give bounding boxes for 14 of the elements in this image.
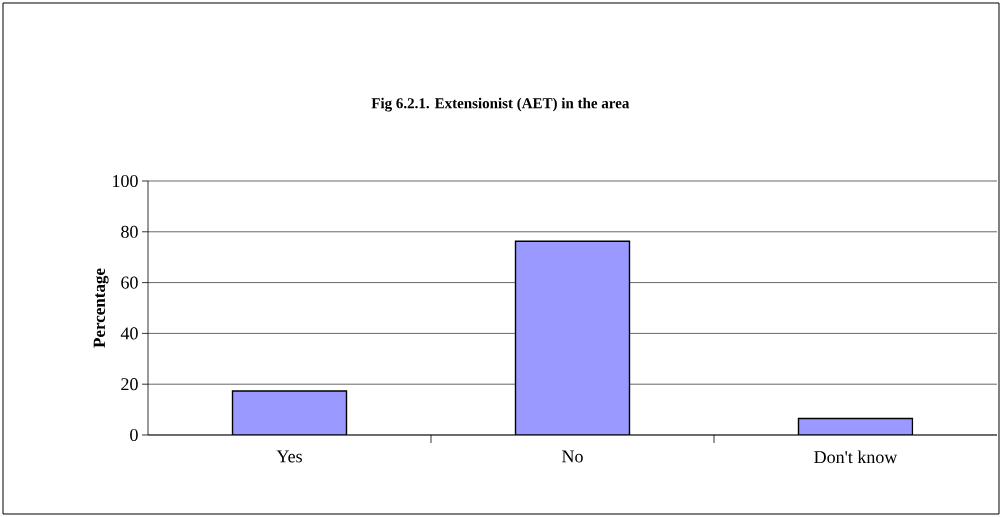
- y-axis-title: Percentage: [93, 268, 109, 348]
- y-tick-label: 60: [121, 276, 138, 289]
- x-tick-label: Yes: [276, 450, 302, 463]
- bar: [514, 240, 631, 435]
- y-tick-label: 100: [113, 174, 138, 188]
- y-tick-label: 20: [121, 378, 138, 391]
- x-tick-label: No: [562, 450, 583, 463]
- y-tick-label: 0: [130, 428, 138, 442]
- y-tick-label: 40: [120, 327, 138, 340]
- y-tick-label: 80: [121, 225, 138, 238]
- bar: [231, 390, 348, 435]
- bar: [797, 417, 914, 435]
- chart-title: Fig 6.2.1. Extensionist (AET) in the area: [371, 97, 630, 112]
- x-tick-label: Don't know: [814, 450, 898, 464]
